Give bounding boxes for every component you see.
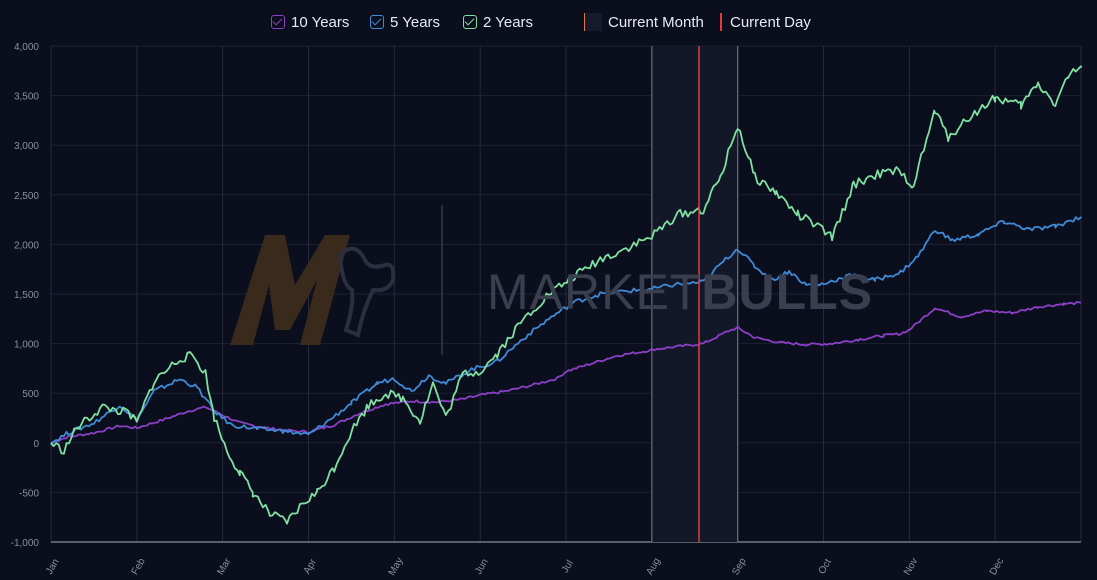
- x-tick-label: May: [387, 556, 406, 578]
- y-tick-label: 1,000: [14, 340, 39, 351]
- legend-label: Current Day: [730, 13, 811, 31]
- y-tick-label: -1,000: [11, 538, 40, 549]
- chart-grid: [50, 45, 1082, 543]
- legend-item-current-day[interactable]: Current Day: [720, 10, 811, 34]
- x-tick-label: Sep: [730, 556, 749, 577]
- legend-item-5-years[interactable]: 5 Years: [370, 10, 440, 34]
- x-tick-label: Feb: [130, 556, 148, 577]
- x-tick-label: Dec: [988, 556, 1006, 577]
- x-tick-label: Mar: [215, 556, 233, 577]
- current-month-band-group: [651, 46, 739, 542]
- x-axis: Jan Feb Mar Apr May Jun Jul Aug Sep Oct Nov Dec: [44, 556, 1006, 578]
- current-month-band: [651, 46, 738, 542]
- y-tick-label: 0: [33, 439, 39, 450]
- x-tick-label: Jun: [473, 557, 491, 576]
- current-day-swatch-icon: [720, 13, 722, 31]
- x-tick-label: Jul: [560, 558, 576, 575]
- y-tick-label: 3,000: [14, 141, 39, 152]
- y-tick-label: 3,500: [14, 92, 39, 103]
- legend-label: 5 Years: [390, 13, 441, 31]
- current-month-swatch-icon: [584, 13, 602, 31]
- x-tick-label: Apr: [302, 557, 320, 577]
- checkbox-icon[interactable]: [463, 15, 477, 29]
- series-line-2-years: [50, 65, 1082, 525]
- legend-item-2-years[interactable]: 2 Years: [463, 10, 533, 34]
- legend-label: 2 Years: [483, 13, 534, 31]
- legend-item-current-month[interactable]: Current Month: [584, 10, 704, 34]
- legend-item-10-years[interactable]: 10 Years: [271, 10, 349, 34]
- y-tick-label: 2,500: [14, 191, 39, 202]
- checkbox-icon[interactable]: [271, 15, 285, 29]
- series-line-5-years: [50, 216, 1082, 446]
- checkbox-icon[interactable]: [370, 15, 384, 29]
- x-tick-label: Aug: [644, 556, 662, 577]
- x-tick-label: Jan: [44, 557, 62, 576]
- y-tick-label: -500: [19, 488, 39, 499]
- y-tick-label: 4,000: [14, 42, 39, 53]
- series-group: [50, 65, 1082, 525]
- legend-label: 10 Years: [291, 13, 350, 31]
- x-tick-label: Oct: [817, 557, 834, 576]
- y-tick-label: 1,500: [14, 290, 39, 301]
- series-line-10-years: [50, 301, 1082, 444]
- y-tick-label: 500: [22, 389, 39, 400]
- chart-legend: 10 Years 5 Years 2 Years Current Month C…: [0, 10, 1097, 34]
- legend-label: Current Month: [608, 13, 704, 31]
- y-tick-label: 2,000: [14, 240, 39, 251]
- y-axis: -1,000 -500 0 500 1,000 1,500 2,000 2,500 3,000 3…: [11, 42, 40, 549]
- x-tick-label: Nov: [902, 556, 920, 577]
